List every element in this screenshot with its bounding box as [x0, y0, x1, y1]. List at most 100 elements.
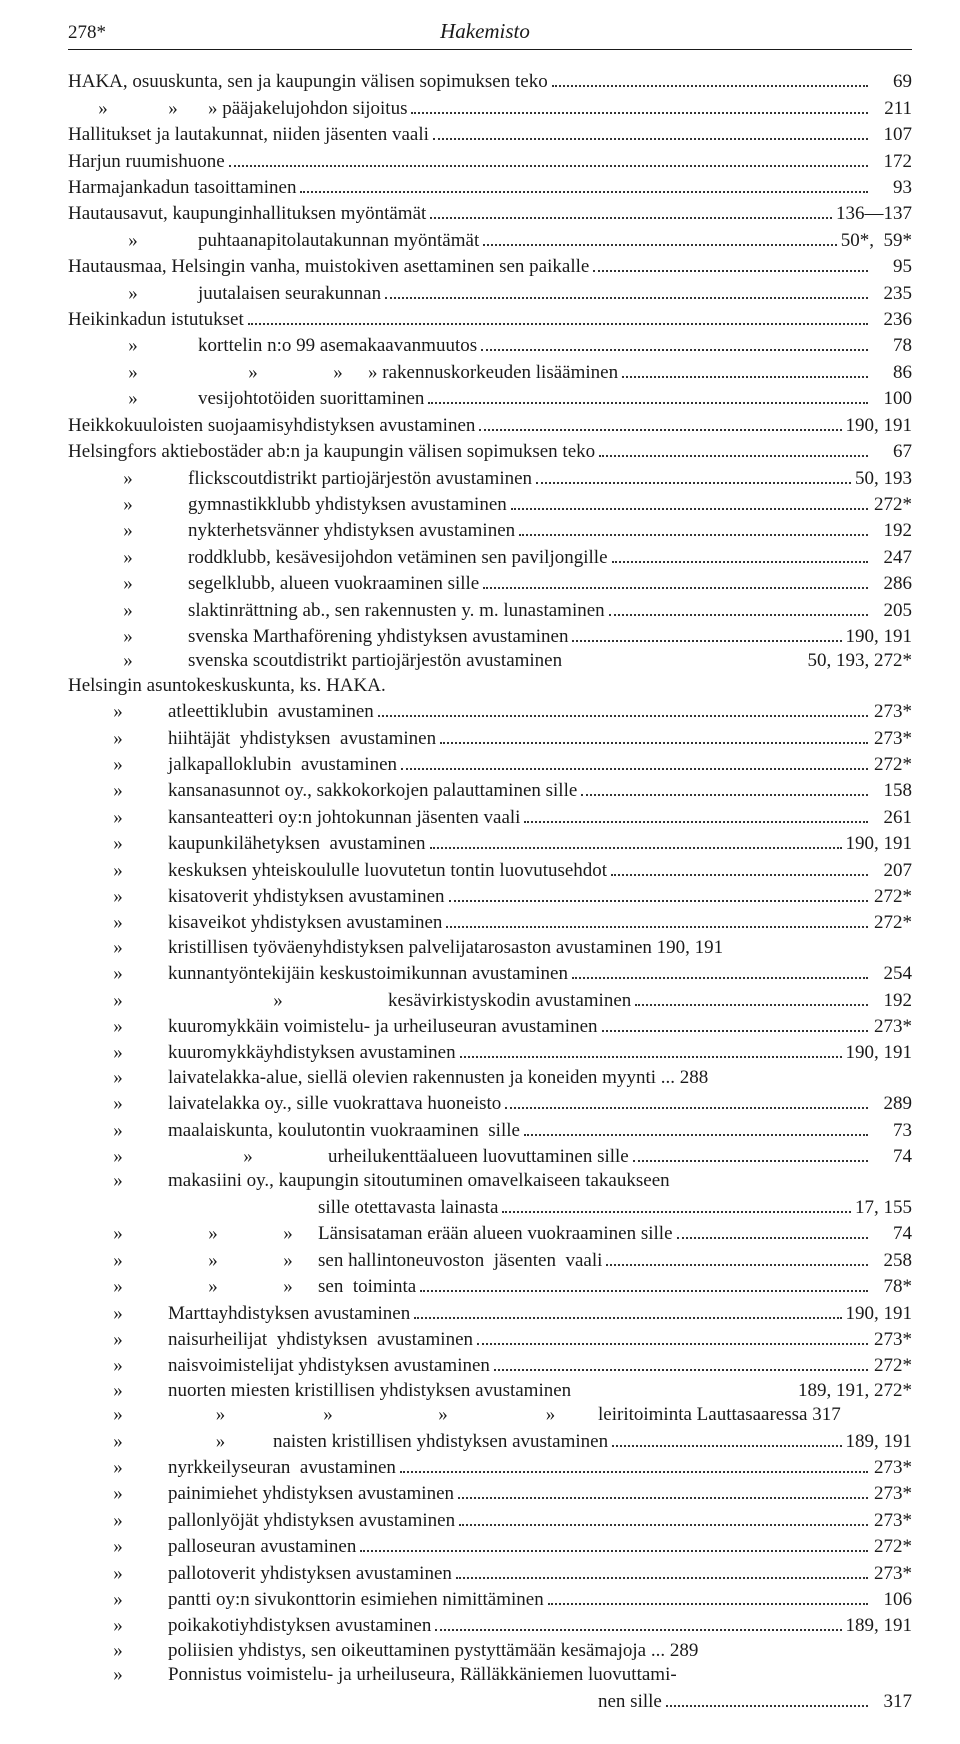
entry-text: poliisien yhdistys, sen oikeuttaminen py…	[168, 1640, 698, 1661]
leader-dots	[572, 960, 868, 979]
leader-dots	[401, 751, 868, 770]
ditto-mark: »	[68, 911, 168, 935]
index-entry: »laivatelakka-alue, siellä olevien raken…	[68, 1066, 912, 1090]
ditto-mark: »	[68, 779, 168, 803]
ditto-mark: »	[138, 97, 208, 121]
entry-label: »pantti oy:n sivukonttorin esimiehen nim…	[68, 1588, 544, 1612]
leader-dots	[440, 724, 868, 743]
index-entry: »»naisten kristillisen yhdistyksen avust…	[68, 1427, 912, 1453]
leader-dots	[611, 857, 868, 876]
entry-label: »naisurheilijat yhdistyksen avustaminen	[68, 1328, 473, 1352]
index-entry: »makasiini oy., kaupungin sitoutuminen o…	[68, 1169, 912, 1193]
entry-page: 78	[872, 334, 912, 358]
entry-page: 254	[872, 962, 912, 986]
entry-label: »keskuksen yhteiskoululle luovutetun ton…	[68, 859, 607, 883]
index-entry: »nyrkkeilyseuran avustaminen273*	[68, 1454, 912, 1480]
index-entry: »jalkapalloklubin avustaminen272*	[68, 751, 912, 777]
index-entry: »segelklubb, alueen vuokraaminen sille28…	[68, 570, 912, 596]
index-entry: »korttelin n:o 99 asemakaavanmuutos78	[68, 332, 912, 358]
entry-label: Harmajankadun tasoittaminen	[68, 176, 296, 200]
entry-page: 272*	[872, 885, 912, 909]
index-entry: »keskuksen yhteiskoululle luovutetun ton…	[68, 857, 912, 883]
entry-label: »gymnastikklubb yhdistyksen avustaminen	[68, 493, 507, 517]
entry-label: »flickscoutdistrikt partiojärjestön avus…	[68, 467, 532, 491]
page-header: 278* Hakemisto	[68, 18, 912, 50]
entry-label: »svenska Marthaförening yhdistyksen avus…	[68, 625, 568, 649]
leader-dots	[248, 306, 868, 325]
entry-text: pallotoverit yhdistyksen avustaminen	[168, 1563, 452, 1584]
entry-label: »nykterhetsvänner yhdistyksen avustamine…	[68, 519, 515, 543]
index-entry: »Ponnistus voimistelu- ja urheiluseura, …	[68, 1663, 912, 1687]
index-entry: »kaupunkilähetyksen avustaminen190, 191	[68, 830, 912, 856]
index-entry: sille otettavasta lainasta17, 155	[68, 1194, 912, 1220]
leader-dots	[524, 1117, 868, 1136]
ditto-mark: »	[68, 649, 188, 673]
entry-text: svenska Marthaförening yhdistyksen avust…	[188, 626, 568, 647]
entry-text: kuuromykkäin voimistelu- ja urheiluseura…	[168, 1016, 598, 1037]
entry-label: »maalaiskunta, koulutontin vuokraaminen …	[68, 1119, 520, 1143]
entry-text: Ponnistus voimistelu- ja urheiluseura, R…	[168, 1664, 677, 1685]
entry-page: 106	[872, 1588, 912, 1612]
leader-dots	[390, 674, 908, 691]
leader-dots	[481, 332, 868, 351]
entry-page: 190, 191	[846, 832, 913, 856]
entry-label: »»»»»leiritoiminta Lauttasaaressa 317	[68, 1403, 841, 1427]
ditto-mark: »	[68, 1275, 168, 1299]
leader-dots	[702, 1639, 908, 1656]
entry-text: pantti oy:n sivukonttorin esimiehen nimi…	[168, 1589, 544, 1610]
entry-text: jalkapalloklubin avustaminen	[168, 754, 397, 775]
ditto-mark: »	[68, 1562, 168, 1586]
ditto-mark: »	[68, 1456, 168, 1480]
entry-label: Helsingfors aktiebostäder ab:n ja kaupun…	[68, 440, 595, 464]
entry-text: segelklubb, alueen vuokraaminen sille	[188, 573, 479, 594]
entry-page: 273*	[872, 1328, 912, 1352]
ditto-mark: »	[68, 962, 168, 986]
leader-dots	[606, 1247, 868, 1266]
ditto-mark: »	[68, 282, 198, 306]
leader-dots	[602, 1013, 868, 1032]
entry-page: 100	[872, 387, 912, 411]
entry-label: »naisvoimistelijat yhdistyksen avustamin…	[68, 1354, 490, 1378]
leader-dots	[433, 121, 868, 140]
entry-label: »»»Länsisataman erään alueen vuokraamine…	[68, 1222, 673, 1246]
leader-dots	[536, 464, 851, 483]
leader-dots	[229, 148, 868, 167]
ditto-mark: »	[168, 1249, 258, 1273]
entry-label: »poliisien yhdistys, sen oikeuttaminen p…	[68, 1639, 698, 1663]
entry-label: sille otettavasta lainasta	[68, 1196, 498, 1220]
entry-label: »kristillisen työväenyhdistyksen palveli…	[68, 936, 723, 960]
entry-page: 69	[872, 70, 912, 94]
entry-label: »slaktinrättning ab., sen rakennusten y.…	[68, 599, 605, 623]
ditto-mark: »	[68, 599, 188, 623]
ditto-mark: »	[68, 361, 198, 385]
index-entry: »pallonlyöjät yhdistyksen avustaminen273…	[68, 1507, 912, 1533]
leader-dots	[446, 909, 868, 928]
entry-label: »»urheilukenttäalueen luovuttaminen sill…	[68, 1145, 629, 1169]
leader-dots	[599, 438, 868, 457]
leader-dots	[845, 1403, 908, 1420]
entry-label: nen sille	[68, 1690, 662, 1714]
index-entry: »kunnantyöntekijäin keskustoimikunnan av…	[68, 960, 912, 986]
entry-text: kisaveikot yhdistyksen avustaminen	[168, 912, 442, 933]
index-entry: »Marttayhdistyksen avustaminen190, 191	[68, 1299, 912, 1325]
entry-label: Hautausavut, kaupunginhallituksen myöntä…	[68, 202, 426, 226]
entry-page: 236	[872, 308, 912, 332]
leader-dots	[524, 804, 868, 823]
ditto-mark: »	[308, 361, 368, 385]
entry-page: 50, 193, 272*	[808, 649, 913, 673]
leader-dots	[519, 517, 868, 536]
ditto-mark: »	[68, 1119, 168, 1143]
index-entry: »»» pääjakelujohdon sijoitus211	[68, 95, 912, 121]
entry-text: flickscoutdistrikt partiojärjestön avust…	[188, 468, 532, 489]
entry-label: »Ponnistus voimistelu- ja urheiluseura, …	[68, 1663, 677, 1687]
entry-label: »kuuromykkäyhdistyksen avustaminen	[68, 1041, 456, 1065]
entry-text: kansanteatteri oy:n johtokunnan jäsenten…	[168, 807, 520, 828]
ditto-mark: »	[68, 572, 188, 596]
entry-page: 272*	[872, 1535, 912, 1559]
entry-page: 189, 191	[846, 1430, 913, 1454]
page-number: 278*	[68, 21, 106, 45]
index-entry: »kansanteatteri oy:n johtokunnan jäsente…	[68, 804, 912, 830]
index-entry: »painimiehet yhdistyksen avustaminen273*	[68, 1480, 912, 1506]
index-entry: »poikakotiyhdistyksen avustaminen189, 19…	[68, 1612, 912, 1638]
leader-dots	[593, 253, 868, 272]
